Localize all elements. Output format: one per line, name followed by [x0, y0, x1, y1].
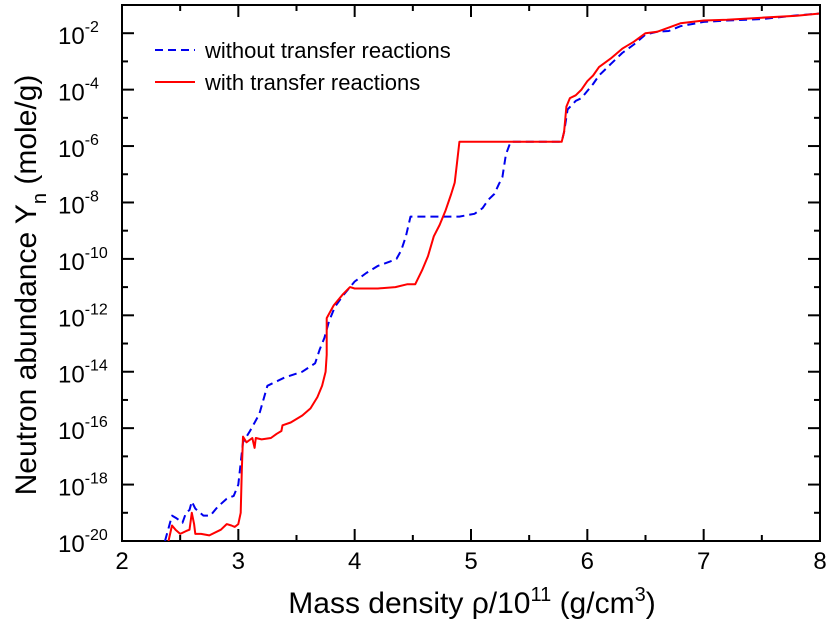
y-tick-label: 10-10 — [58, 245, 108, 276]
y-axis-title: Neutron abundance Yn (mole/g) — [10, 75, 51, 496]
x-tick-label: 6 — [581, 548, 594, 575]
series-line-1 — [167, 12, 820, 541]
x-tick-label: 4 — [348, 548, 361, 575]
y-tick-label: 10-2 — [58, 19, 99, 50]
series-line-0 — [164, 12, 820, 541]
x-tick-label: 7 — [697, 548, 710, 575]
x-tick-label: 3 — [232, 548, 245, 575]
y-tick-label: 10-6 — [58, 132, 99, 163]
legend-label-with-transfer: with transfer reactions — [204, 70, 420, 95]
x-tick-label: 8 — [813, 548, 826, 575]
y-tick-label: 10-4 — [58, 76, 99, 107]
y-tick-label: 10-20 — [58, 527, 108, 558]
y-tick-label: 10-8 — [58, 188, 99, 219]
y-tick-label: 10-14 — [58, 358, 108, 389]
series-layer — [164, 12, 820, 541]
tick-layer: 2 3 4 5 6 7 8 10-20 10-18 10-16 10-14 10-12 10-10 10-… — [58, 4, 827, 575]
y-tick-label: 10-12 — [58, 301, 108, 332]
y-tick-label: 10-18 — [58, 471, 108, 502]
legend: without transfer reactions with transfer… — [155, 38, 451, 95]
x-tick-label: 2 — [115, 548, 128, 575]
x-axis-title: Mass density ρ/1011 (g/cm3) — [288, 584, 655, 620]
y-tick-label: 10-16 — [58, 414, 108, 445]
legend-label-without-transfer: without transfer reactions — [204, 38, 451, 63]
x-tick-label: 5 — [464, 548, 477, 575]
